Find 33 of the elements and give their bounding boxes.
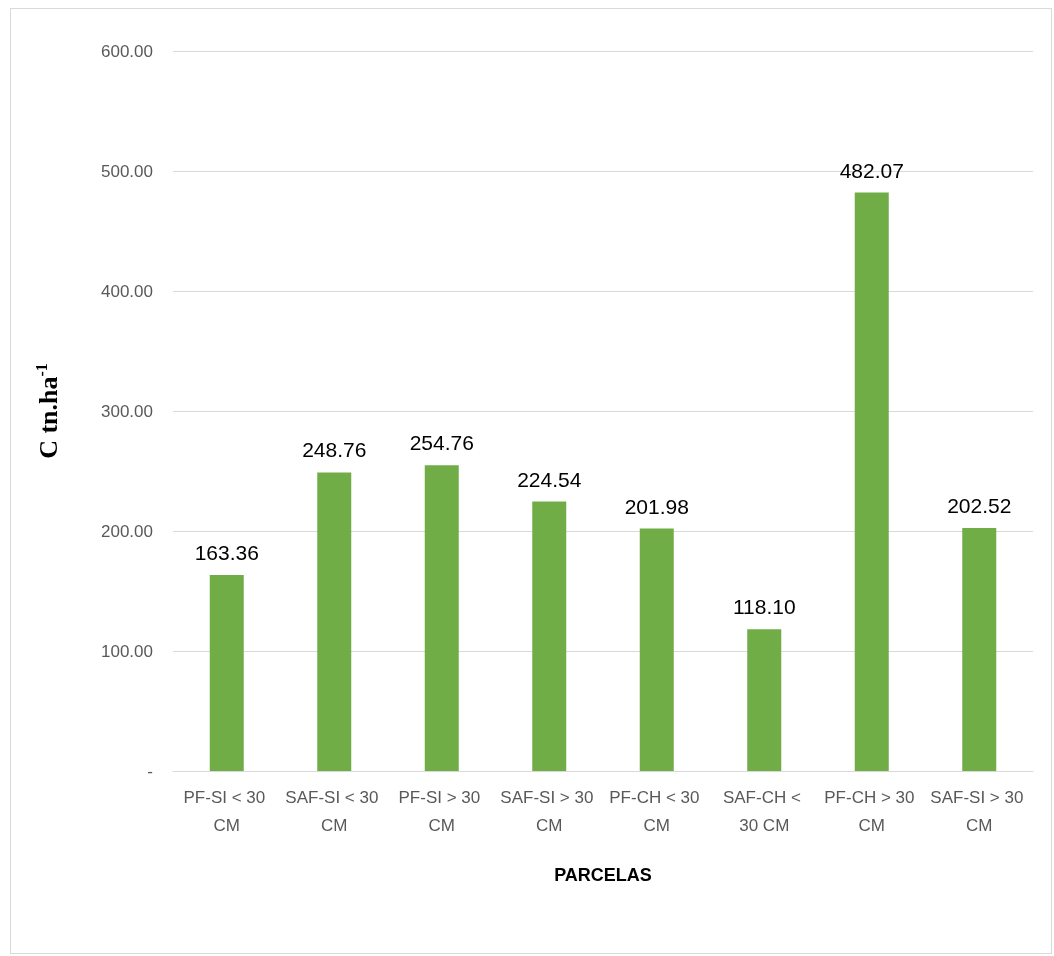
x-tick-label: SAF-SI > 30 CM <box>500 787 599 835</box>
data-label: 201.98 <box>624 494 689 518</box>
data-label: 202.52 <box>947 493 1012 517</box>
x-tick-label: PF-CH < 30 CM <box>609 787 705 835</box>
bar <box>854 192 889 771</box>
data-label: 224.54 <box>517 467 582 491</box>
bar <box>639 528 674 771</box>
data-label: 118.10 <box>732 595 796 619</box>
data-label: 248.76 <box>302 438 367 462</box>
y-tick-label: 200.00 <box>101 521 153 541</box>
y-tick-label: 300.00 <box>101 401 153 421</box>
y-tick-label: 500.00 <box>101 161 153 181</box>
x-axis-title: PARCELAS <box>554 865 652 885</box>
data-label: 254.76 <box>409 431 474 455</box>
bar <box>747 629 782 771</box>
y-tick-label: 100.00 <box>101 641 153 661</box>
y-tick-label: 400.00 <box>101 281 153 301</box>
bar <box>424 465 459 771</box>
bar <box>962 527 997 771</box>
x-tick-label: SAF-SI < 30 CM <box>285 787 384 835</box>
x-tick-label: SAF-CH < 30 CM <box>722 787 806 835</box>
x-tick-label: PF-SI < 30 CM <box>183 787 270 835</box>
bar <box>317 472 352 771</box>
y-axis-title: C tn.ha-1 <box>32 363 63 459</box>
bar <box>209 574 244 771</box>
x-tick-label: PF-SI > 30 CM <box>398 787 485 835</box>
x-tick-label: SAF-SI > 30 CM <box>930 787 1029 835</box>
y-tick-label: - <box>147 761 153 781</box>
data-label: 163.36 <box>194 540 259 564</box>
data-label: 482.07 <box>839 158 904 182</box>
y-tick-label: 600.00 <box>101 41 153 61</box>
bar <box>532 501 567 771</box>
x-tick-label: PF-CH > 30 CM <box>824 787 920 835</box>
